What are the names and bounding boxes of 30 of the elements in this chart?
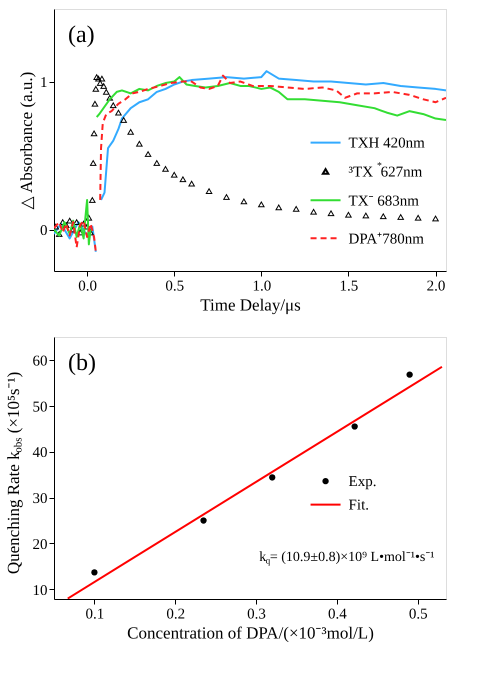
annotation: (b)	[68, 350, 96, 376]
y-axis-title: △ Absorbance (a.u.)	[17, 72, 36, 210]
legend-label: TX⁻ 683nm	[348, 193, 420, 210]
y-tick-label: 60	[32, 353, 48, 370]
x-tick-label: 0.2	[166, 606, 186, 622]
legend-label: Exp.	[348, 474, 376, 490]
legend-label: Fit.	[348, 498, 369, 514]
x-tick-label: 1.5	[340, 278, 358, 294]
y-tick-label: 40	[32, 445, 48, 462]
x-tick-label: 0.1	[86, 606, 104, 622]
x-tick-label: 2.0	[426, 278, 446, 294]
y-tick-label: 1	[40, 75, 48, 92]
y-axis-title: Quenching Rate kobs (×10⁵s⁻¹)	[4, 372, 24, 574]
x-tick-label: 0.0	[78, 278, 97, 294]
x-tick-label: 0.4	[328, 606, 348, 622]
legend-label: ³TX*627nm	[348, 160, 423, 180]
x-tick-label: 0.5	[408, 606, 428, 622]
x-axis-title: Time Delay/μs	[200, 296, 301, 314]
y-tick-label: 50	[32, 399, 48, 416]
y-tick-label: 10	[32, 582, 48, 599]
y-tick-label: 30	[32, 491, 48, 508]
y-tick-label: 20	[32, 536, 48, 553]
x-axis-title: Concentration of DPA/(×10⁻³mol/L)	[127, 624, 374, 642]
annotation: (a)	[68, 22, 95, 48]
x-tick-label: 0.3	[247, 606, 266, 622]
legend-label: TXH 420nm	[348, 136, 426, 152]
legend-label: DPA⁺780nm	[348, 231, 424, 248]
y-tick-label: 0	[40, 223, 48, 240]
x-tick-label: 1.0	[252, 278, 272, 294]
x-tick-label: 0.5	[165, 278, 184, 294]
